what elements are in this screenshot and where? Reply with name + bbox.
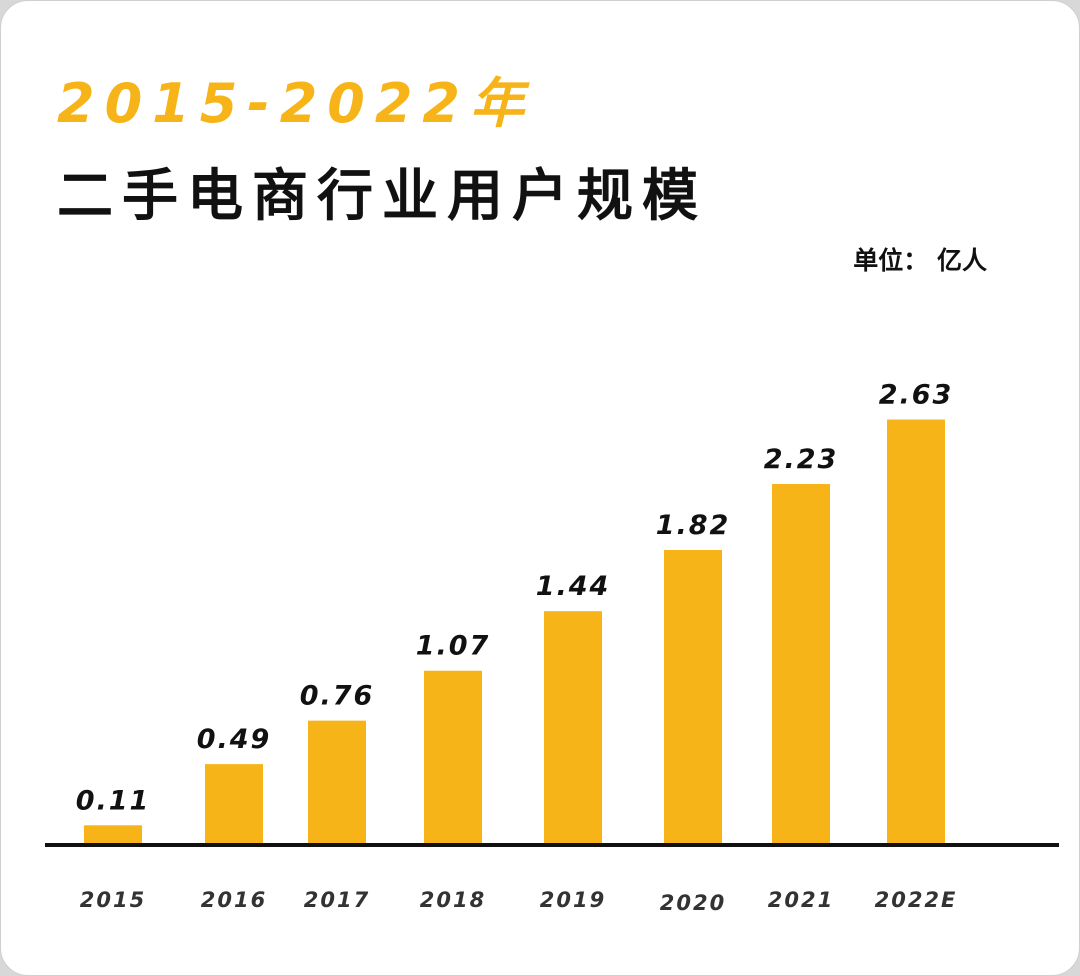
bars-group <box>84 419 945 843</box>
value-label-2016: 0.49 <box>197 724 272 755</box>
bar-2016 <box>205 764 263 843</box>
bar-2018 <box>424 670 482 843</box>
unit-label: 单位： 亿人 <box>853 246 987 275</box>
category-label-2021: 2021 <box>768 888 834 912</box>
category-labels-group: 2015 2016 2017 2018 2019 2020 2021 2022E <box>80 888 958 915</box>
value-label-2020: 1.82 <box>656 510 731 541</box>
bar-2021 <box>772 483 830 843</box>
category-label-2016: 2016 <box>201 888 267 912</box>
value-label-2018: 1.07 <box>416 631 491 662</box>
category-label-2017: 2017 <box>304 888 370 912</box>
chart-title-year: 2015-2022年 <box>57 72 534 135</box>
category-label-2015: 2015 <box>80 888 146 912</box>
category-label-2022E: 2022E <box>875 888 958 912</box>
value-label-2015: 0.11 <box>76 785 151 816</box>
value-label-2019: 1.44 <box>536 571 611 602</box>
category-label-2020: 2020 <box>660 891 726 915</box>
bar-2020 <box>664 549 722 843</box>
value-label-2022E: 2.63 <box>879 380 954 411</box>
chart-title: 二手电商行业用户规模 <box>57 164 707 229</box>
value-labels-group: 0.11 0.49 0.76 1.07 1.44 1.82 2.23 2.63 <box>76 380 954 817</box>
bar-2022E <box>887 419 945 843</box>
category-label-2018: 2018 <box>420 888 486 912</box>
value-label-2021: 2.23 <box>764 444 839 475</box>
value-label-2017: 0.76 <box>300 681 375 712</box>
bar-2017 <box>308 720 366 843</box>
category-label-2019: 2019 <box>540 888 606 912</box>
bar-2019 <box>544 611 602 843</box>
bar-2015 <box>84 825 142 843</box>
